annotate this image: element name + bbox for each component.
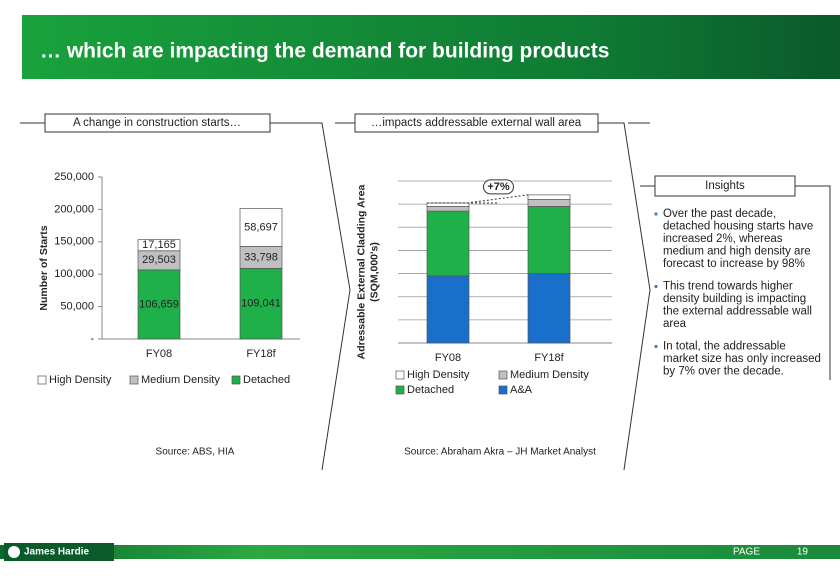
legend-swatch — [498, 385, 508, 395]
y-axis-label: Number of Starts — [38, 225, 50, 310]
panel-title: A change in construction starts… — [73, 117, 241, 129]
x-tick-label: FY18f — [534, 352, 564, 364]
y-tick-label: 150,000 — [54, 236, 94, 248]
data-label: 17,165 — [142, 239, 176, 251]
bar-segment — [527, 194, 571, 200]
bar-segment — [527, 199, 571, 207]
panel-header — [44, 113, 271, 133]
legend-label: High Density — [407, 369, 470, 381]
bullet-dot — [654, 344, 658, 349]
bar-segment — [137, 269, 181, 340]
brand: James Hardie — [24, 547, 89, 558]
data-label: 29,503 — [142, 254, 176, 266]
insight-text: This trend towards higher — [663, 281, 793, 293]
y-tick-label: 100,000 — [54, 268, 94, 280]
legend-label: Detached — [407, 384, 454, 396]
page-number: 19 — [797, 547, 809, 558]
insight-text: Over the past decade, — [663, 208, 776, 220]
annotation-box — [483, 179, 514, 195]
insight-text: forecast to increase by 98% — [663, 258, 805, 270]
bar-segment — [239, 267, 283, 340]
legend-label: High Density — [49, 374, 112, 386]
panel-frame — [335, 122, 651, 471]
data-label: 106,659 — [139, 298, 179, 310]
y-axis-label: (SQM,000's) — [368, 242, 380, 302]
legend-label: Detached — [243, 374, 290, 386]
y-axis-label: Adressable External Cladding Area — [355, 185, 367, 360]
insight-text: the external addressable wall — [663, 306, 812, 318]
insights-list: Over the past decade,detached housing st… — [654, 208, 821, 378]
source: Source: ABS, HIA — [156, 447, 235, 458]
insights-title: Insights — [705, 180, 745, 192]
insight-text: density building is impacting — [663, 293, 806, 305]
legend-swatch — [231, 375, 241, 385]
panel-frame — [20, 122, 650, 471]
insight-text: increased 2%, whereas — [663, 233, 783, 245]
bar-segment — [137, 239, 181, 252]
legend-label: Medium Density — [141, 374, 220, 386]
legend-swatch — [129, 375, 139, 385]
logo-mark — [8, 546, 20, 558]
panel-header — [354, 113, 599, 133]
legend-label: Medium Density — [510, 369, 589, 381]
insights-frame — [640, 185, 831, 380]
insight-text: In total, the addressable — [663, 341, 786, 353]
bar-segment — [527, 206, 571, 274]
legend-swatch — [395, 370, 405, 380]
data-label: 58,697 — [244, 221, 278, 233]
source: Source: Abraham Akra – JH Market Analyst — [404, 447, 596, 458]
insight-text: detached housing starts have — [663, 221, 813, 233]
insight-text: medium and high density are — [663, 246, 811, 258]
insights-header — [654, 175, 796, 197]
insight-text: area — [663, 318, 687, 330]
x-tick-label: FY08 — [435, 352, 461, 364]
y-tick-label: 200,000 — [54, 203, 94, 215]
annotation: +7% — [487, 181, 510, 193]
slide-title: … which are impacting the demand for bui… — [40, 40, 609, 63]
x-tick-label: FY18f — [246, 348, 276, 360]
insight-text: market size has only increased — [663, 353, 821, 365]
y-tick-label: - — [90, 333, 94, 345]
data-label: 109,041 — [241, 298, 281, 310]
bar-segment — [426, 210, 470, 277]
legend-label: A&A — [510, 384, 533, 396]
y-tick-label: 50,000 — [60, 301, 94, 313]
bar-segment — [426, 275, 470, 344]
legend-swatch — [498, 370, 508, 380]
bar-segment — [239, 208, 283, 247]
bullet-dot — [654, 212, 658, 216]
data-label: 33,798 — [244, 251, 278, 263]
panel-title: …impacts addressable external wall area — [371, 117, 582, 129]
bar-segment — [527, 273, 571, 344]
x-tick-label: FY08 — [146, 348, 172, 360]
bar-segment — [426, 206, 470, 212]
bullet-dot — [654, 284, 658, 289]
page-label: PAGE — [733, 547, 760, 558]
footer-bar — [0, 545, 840, 559]
header-bar — [22, 15, 840, 79]
legend-swatch — [37, 375, 47, 385]
logo-box — [4, 543, 114, 561]
insight-text: by 7% over the decade. — [663, 366, 784, 378]
legend-swatch — [395, 385, 405, 395]
y-tick-label: 250,000 — [54, 171, 94, 183]
bar-segment — [426, 202, 470, 207]
